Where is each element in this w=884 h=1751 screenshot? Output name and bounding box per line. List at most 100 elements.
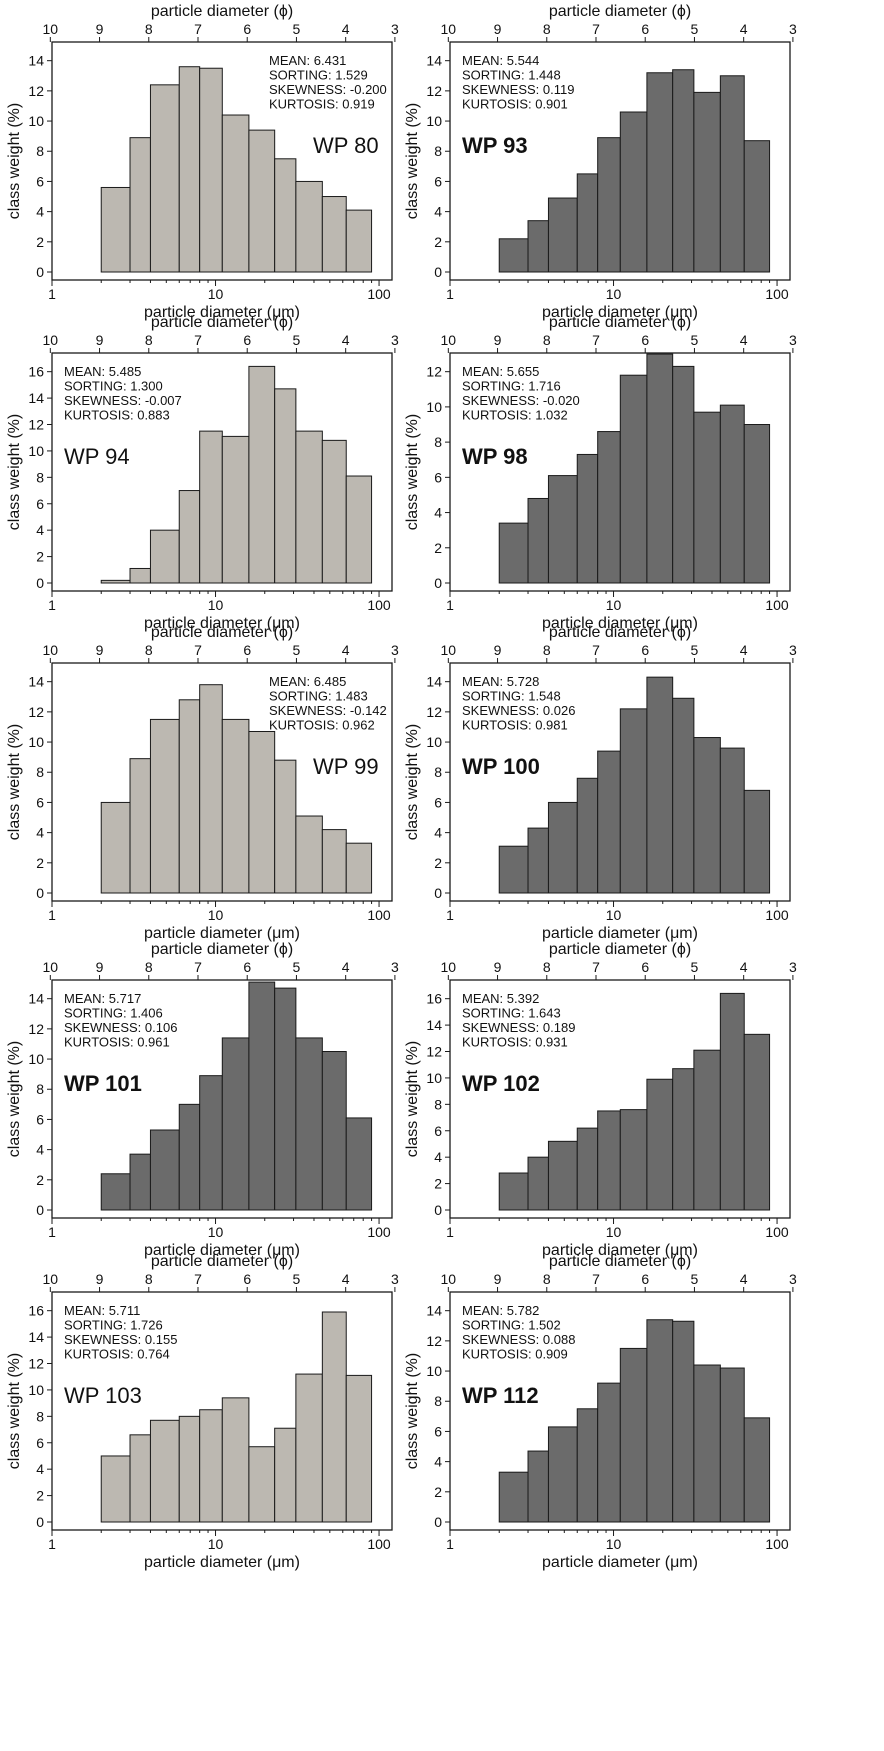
y-tick-label: 0 [434,1514,442,1530]
histogram-bar [693,737,721,894]
histogram-bar [321,196,347,273]
histogram-bar [693,91,721,273]
top-axis-title: particle diameter (ϕ) [549,941,691,958]
y-tick-label: 8 [36,1081,44,1097]
phi-tick-label: 5 [691,642,699,658]
y-tick-label: 8 [434,1393,442,1409]
histogram-bar [274,1427,297,1523]
histogram-bar [672,1068,695,1211]
phi-tick-label: 10 [441,642,457,658]
histogram-bar [129,1153,151,1211]
plot-frame [449,979,791,1219]
y-tick-label: 0 [434,264,442,280]
phi-tick-label: 5 [293,1271,301,1287]
x-tick-label: 1 [446,1224,454,1240]
histogram-bar [199,67,223,273]
statistic-label: KURTOSIS: 0.919 [269,97,375,112]
histogram-bar [693,1364,721,1523]
statistic-label: SORTING: 1.483 [269,689,368,704]
histogram-bar [719,1367,745,1523]
phi-tick-label: 4 [740,332,748,348]
sample-label: WP 102 [462,1071,540,1096]
phi-tick-label: 5 [691,1271,699,1287]
statistic-label: MEAN: 5.544 [462,53,539,68]
y-tick-label: 10 [28,443,44,459]
histogram-bar [100,1173,131,1211]
y-tick-label: 6 [36,1435,44,1451]
histogram-bar [672,697,695,894]
histogram-bar [646,1319,674,1523]
statistic-label: MEAN: 5.782 [462,1303,539,1318]
statistic-label: KURTOSIS: 1.032 [462,408,568,423]
x-tick-label: 10 [606,597,622,613]
x-tick-label: 100 [765,1536,789,1552]
phi-tick-label: 8 [145,1271,153,1287]
y-axis-title: class weight (%) [404,414,421,530]
y-tick-label: 16 [426,991,442,1007]
phi-tick-label: 8 [543,1271,551,1287]
y-tick-label: 14 [28,674,44,690]
x-axis-title: particle diameter (μm) [542,925,698,942]
histogram-panel: 0 2 4 6 8 10 12 14 16 1 10 100 10 9 8 7 6 5 4 3 particle dia… [404,941,797,1259]
phi-tick-label: 6 [243,642,251,658]
x-tick-label: 1 [48,907,56,923]
histogram-bar [576,1408,599,1523]
phi-tick-label: 4 [342,332,350,348]
statistic-label: SKEWNESS: 0.119 [462,82,574,97]
x-tick-label: 1 [48,597,56,613]
sample-label: WP 94 [64,444,130,469]
phi-tick-label: 3 [789,21,797,37]
phi-tick-label: 8 [543,642,551,658]
histogram-bar [719,404,745,584]
phi-tick-label: 9 [494,21,502,37]
y-tick-label: 14 [28,991,44,1007]
y-tick-label: 14 [426,53,442,69]
y-tick-label: 10 [426,1363,442,1379]
x-tick-label: 10 [606,907,622,923]
histogram-bar [646,72,674,273]
x-tick-label: 10 [208,1224,224,1240]
histogram-bar [527,827,549,894]
phi-tick-label: 9 [96,332,104,348]
phi-tick-label: 3 [391,642,399,658]
histogram-bar [178,1103,201,1211]
y-tick-label: 4 [36,825,44,841]
histogram-bar [274,759,297,894]
phi-tick-label: 8 [145,332,153,348]
phi-tick-label: 5 [691,332,699,348]
phi-tick-label: 9 [494,1271,502,1287]
top-axis-title: particle diameter (ϕ) [151,624,293,641]
y-tick-label: 0 [36,264,44,280]
x-tick-label: 10 [208,286,224,302]
statistic-label: MEAN: 5.711 [64,1303,140,1318]
y-tick-label: 4 [36,1142,44,1158]
histogram-panel: 0 2 4 6 8 10 12 1 10 100 10 9 8 7 6 5 4 3 particle diamete… [404,314,797,632]
statistic-label: KURTOSIS: 0.962 [269,718,375,733]
histogram-bar [199,1409,223,1523]
histogram-bar [199,430,223,584]
phi-tick-label: 3 [789,1271,797,1287]
y-tick-label: 0 [36,1202,44,1218]
histogram-bar [221,435,250,584]
y-tick-label: 2 [434,1176,442,1192]
histogram-bar [646,676,674,894]
y-tick-label: 8 [36,1408,44,1424]
histogram-panel: 0 2 4 6 8 10 12 14 1 10 100 10 9 8 7 6 5 4 3 particle diame… [404,3,797,321]
histogram-bar [646,353,674,584]
phi-tick-label: 6 [243,959,251,975]
sample-label: WP 99 [313,754,379,779]
histogram-bar [129,137,151,273]
y-tick-label: 6 [434,794,442,810]
phi-tick-label: 10 [441,21,457,37]
histogram-panel: 0 2 4 6 8 10 12 14 1 10 100 10 9 8 7 6 5 4 3 particle diame… [404,1253,797,1571]
histogram-bar [719,75,745,273]
phi-tick-label: 10 [43,332,59,348]
histogram-bar [719,992,745,1211]
y-tick-label: 8 [434,143,442,159]
statistic-label: SORTING: 1.529 [269,68,368,83]
plot-frame [51,41,393,281]
statistic-label: MEAN: 5.392 [462,991,539,1006]
histogram-bar [597,750,621,894]
y-tick-label: 6 [36,1111,44,1127]
histogram-bar [597,1110,621,1211]
